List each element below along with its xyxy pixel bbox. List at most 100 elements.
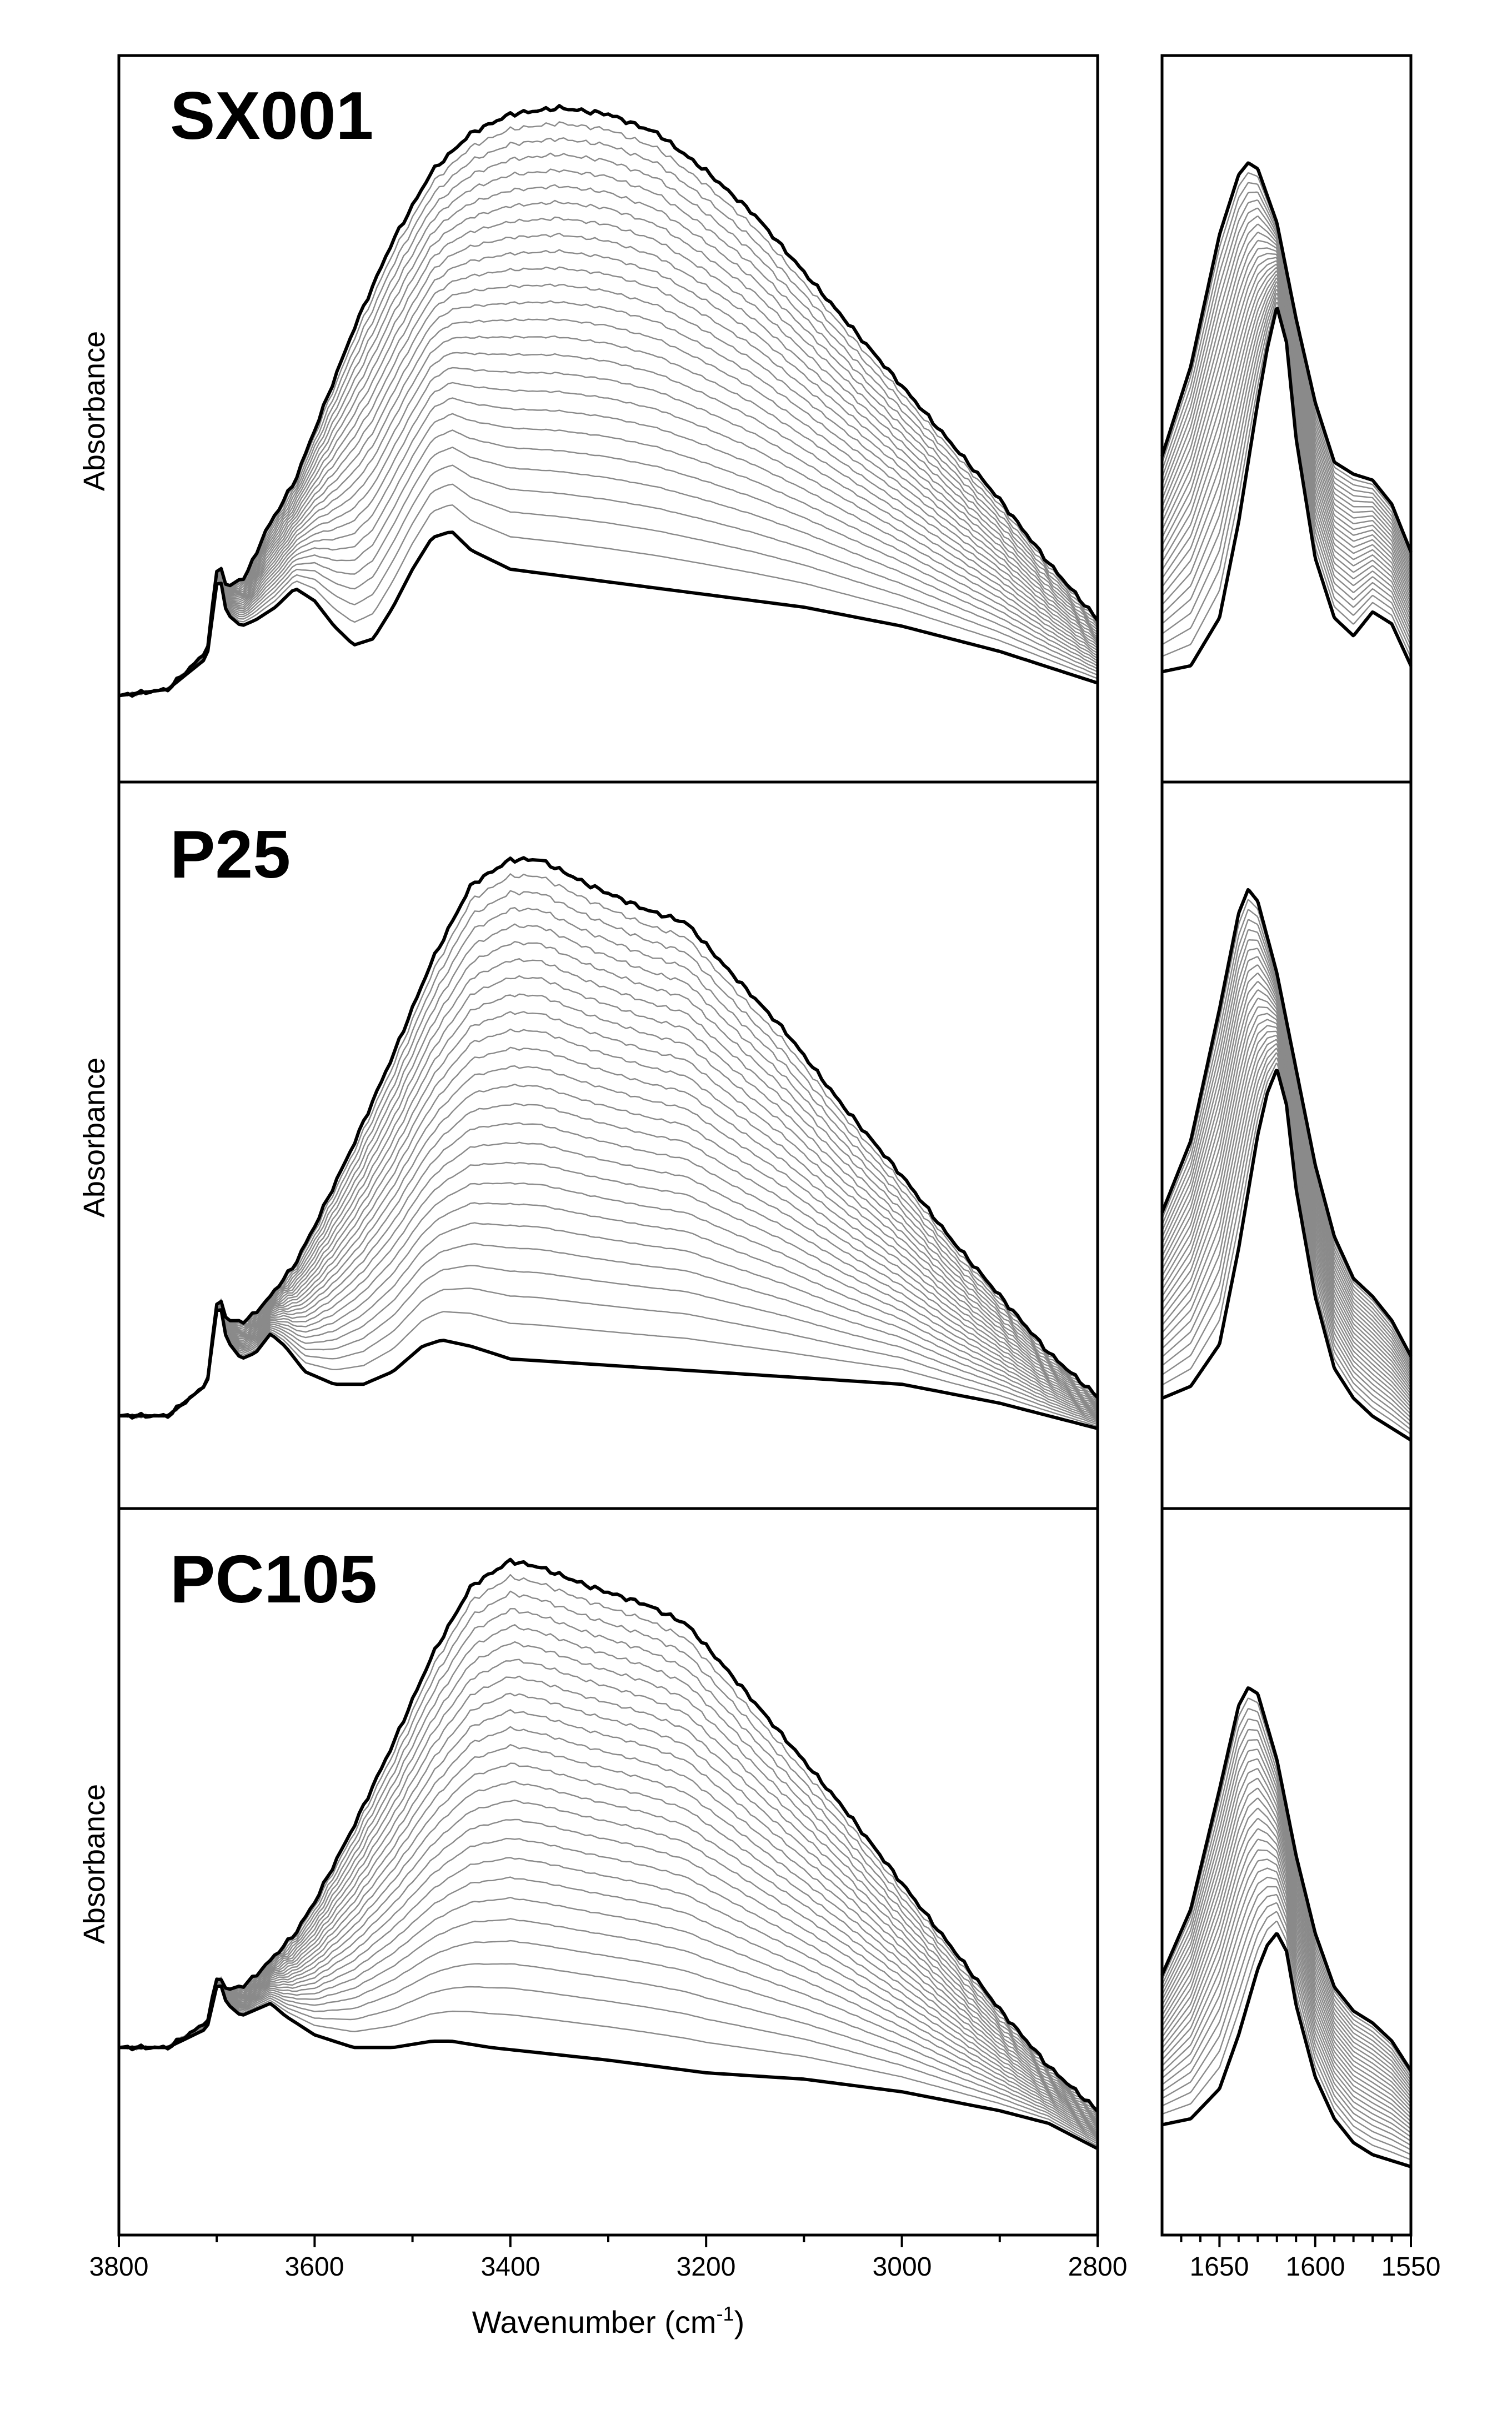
- panel-label-sx001: SX001: [170, 78, 373, 153]
- spectrum-pc105-curve-4: [118, 1963, 1098, 2143]
- spectrum-pc105-curve-5: [118, 1940, 1098, 2141]
- inset-spectrum-sx001-curve-5: [1161, 289, 1412, 641]
- spectrum-pc105-curve-16: [118, 1726, 1098, 2125]
- inset-spectrum-pc105-curve-15: [1161, 1797, 1411, 2108]
- series-group-p25: [118, 856, 1099, 1430]
- spectrum-p25-curve-18: [118, 993, 1098, 1418]
- spectrum-pc105-curve-3: [119, 1984, 1098, 2145]
- spectrum-p25-curve-5: [118, 1243, 1098, 1422]
- spectrum-pc105-curve-24: [118, 1590, 1098, 2115]
- spectrum-pc105-curve-19: [118, 1675, 1098, 2121]
- spectrum-sx001-curve-20: [118, 199, 1098, 697]
- spectrum-pc105-curve-20: [118, 1659, 1098, 2119]
- inset-spectrum-p25-curve-26: [1160, 888, 1413, 1357]
- spectrum-pc105-curve-11: [118, 1818, 1098, 2131]
- inset-spectrum-p25-curve-5: [1161, 1048, 1411, 1422]
- inset-spectrum-sx001-curve-9: [1161, 274, 1412, 622]
- inset-spectrum-pc105-curve-16: [1161, 1787, 1411, 2105]
- spectrum-pc105-curve-15: [118, 1743, 1098, 2126]
- spectrum-pc105-curve-23: [118, 1608, 1098, 2115]
- spectrum-sx001-curve-26: [118, 104, 1099, 698]
- inset-spectrum-pc105-curve-19: [1161, 1758, 1411, 2094]
- y-axis-label-sx001: Absorbance: [78, 331, 111, 491]
- inset-spectrum-p25-curve-1: [1161, 1069, 1412, 1442]
- x-tick-label-3200: 3200: [677, 2252, 736, 2282]
- spectrum-p25-curve-22: [118, 923, 1098, 1419]
- inset-spectrum-pc105-curve-1: [1161, 1932, 1411, 2168]
- spectrum-p25-curve-10: [118, 1141, 1098, 1417]
- inset-spectrum-pc105-curve-18: [1161, 1768, 1411, 2097]
- inset-spectrum-pc105-curve-3: [1161, 1911, 1411, 2156]
- spectrum-sx001-curve-19: [118, 216, 1098, 697]
- x-axis-label-main: Wavenumber (cm: [472, 2304, 717, 2339]
- x-tick-label-3400: 3400: [481, 2252, 540, 2282]
- inset-spectrum-p25-curve-4: [1161, 1052, 1411, 1426]
- spectrum-sx001-curve-17: [118, 249, 1098, 697]
- inset-spectrum-p25-curve-11: [1161, 1019, 1411, 1401]
- inset-x-tick-label-1600: 1600: [1286, 2252, 1345, 2282]
- spectrum-p25-curve-13: [118, 1084, 1098, 1417]
- inset-spectrum-pc105-curve-26: [1160, 1686, 1413, 2072]
- x-tick-label-3000: 3000: [873, 2252, 932, 2282]
- inset-series-group-p25: [1160, 888, 1413, 1442]
- spectrum-sx001-curve-5: [118, 447, 1098, 697]
- panel-label-pc105: PC105: [170, 1541, 377, 1617]
- inset-frame-pc105: [1160, 1507, 1413, 2237]
- spectrum-sx001-curve-3: [118, 483, 1098, 697]
- inset-spectrum-pc105-curve-23: [1161, 1718, 1411, 2081]
- x-axis-label-close: ): [734, 2304, 745, 2339]
- spectrum-sx001-curve-2: [118, 504, 1098, 697]
- spectrum-sx001-curve-23: [118, 152, 1098, 697]
- inset-spectrum-sx001-curve-6: [1161, 285, 1412, 636]
- x-tick-label-3600: 3600: [285, 2252, 344, 2282]
- spectrum-pc105-curve-1: [119, 1984, 1099, 2151]
- spectrum-pc105-curve-8: [118, 1876, 1098, 2136]
- inset-x-tick-label-1550: 1550: [1381, 2252, 1441, 2282]
- spectrum-pc105-curve-2: [119, 1985, 1098, 2147]
- spectrum-sx001-curve-21: [118, 184, 1098, 697]
- plot-layer: [118, 104, 1413, 2168]
- inset-spectrum-pc105-curve-11: [1161, 1838, 1411, 2122]
- inset-spectrum-pc105-curve-2: [1161, 1920, 1411, 2161]
- spectrum-sx001-curve-1: [118, 530, 1098, 698]
- inset-spectrum-sx001-curve-1: [1161, 307, 1413, 674]
- spectrum-p25-curve-23: [118, 907, 1098, 1419]
- inset-spectrum-p25-curve-10: [1161, 1025, 1411, 1405]
- spectrum-pc105-curve-12: [118, 1799, 1098, 2130]
- inset-x-tick-label-1650: 1650: [1190, 2252, 1249, 2282]
- spectrum-sx001-curve-13: [118, 318, 1098, 697]
- series-group-pc105: [118, 1557, 1099, 2151]
- spectrum-sx001-curve-10: [118, 367, 1098, 697]
- inset-series-group-pc105: [1160, 1686, 1413, 2168]
- spectrum-sx001-curve-8: [118, 397, 1098, 697]
- x-axis-label-superscript: -1: [717, 2302, 734, 2325]
- spectrum-p25-curve-21: [118, 941, 1098, 1419]
- inset-spectrum-pc105-curve-14: [1161, 1807, 1411, 2111]
- inset-spectrum-p25-curve-8: [1161, 1034, 1411, 1411]
- inset-spectrum-pc105-curve-8: [1161, 1867, 1411, 2134]
- spectrum-pc105-curve-6: [118, 1918, 1098, 2140]
- spectrum-p25-curve-7: [118, 1202, 1098, 1420]
- inset-spectrum-pc105-curve-20: [1161, 1748, 1411, 2091]
- inset-spectrum-pc105-curve-12: [1161, 1828, 1411, 2118]
- spectrum-p25-curve-24: [118, 890, 1098, 1419]
- spectrum-p25-curve-8: [118, 1182, 1098, 1419]
- spectrum-p25-curve-14: [118, 1065, 1098, 1418]
- spectrum-pc105-curve-21: [118, 1641, 1098, 2117]
- spectrum-p25-curve-15: [118, 1046, 1098, 1418]
- y-axis-label-p25: Absorbance: [78, 1058, 111, 1217]
- spectrum-sx001-curve-14: [118, 300, 1098, 697]
- spectrum-p25-curve-2: [119, 1308, 1098, 1427]
- inset-spectrum-pc105-curve-4: [1161, 1902, 1411, 2151]
- inset-spectrum-pc105-curve-6: [1161, 1886, 1411, 2142]
- spectrum-p25-curve-16: [118, 1028, 1098, 1418]
- spectrum-sx001-curve-11: [118, 352, 1098, 697]
- panel-label-p25: P25: [170, 816, 291, 892]
- spectrum-p25-curve-4: [118, 1265, 1098, 1424]
- inset-spectrum-pc105-curve-22: [1161, 1728, 1411, 2085]
- spectrum-pc105-curve-14: [118, 1762, 1098, 2127]
- inset-spectrum-sx001-curve-7: [1161, 281, 1412, 631]
- spectrum-sx001-curve-9: [118, 382, 1098, 697]
- series-group-sx001: [118, 104, 1099, 698]
